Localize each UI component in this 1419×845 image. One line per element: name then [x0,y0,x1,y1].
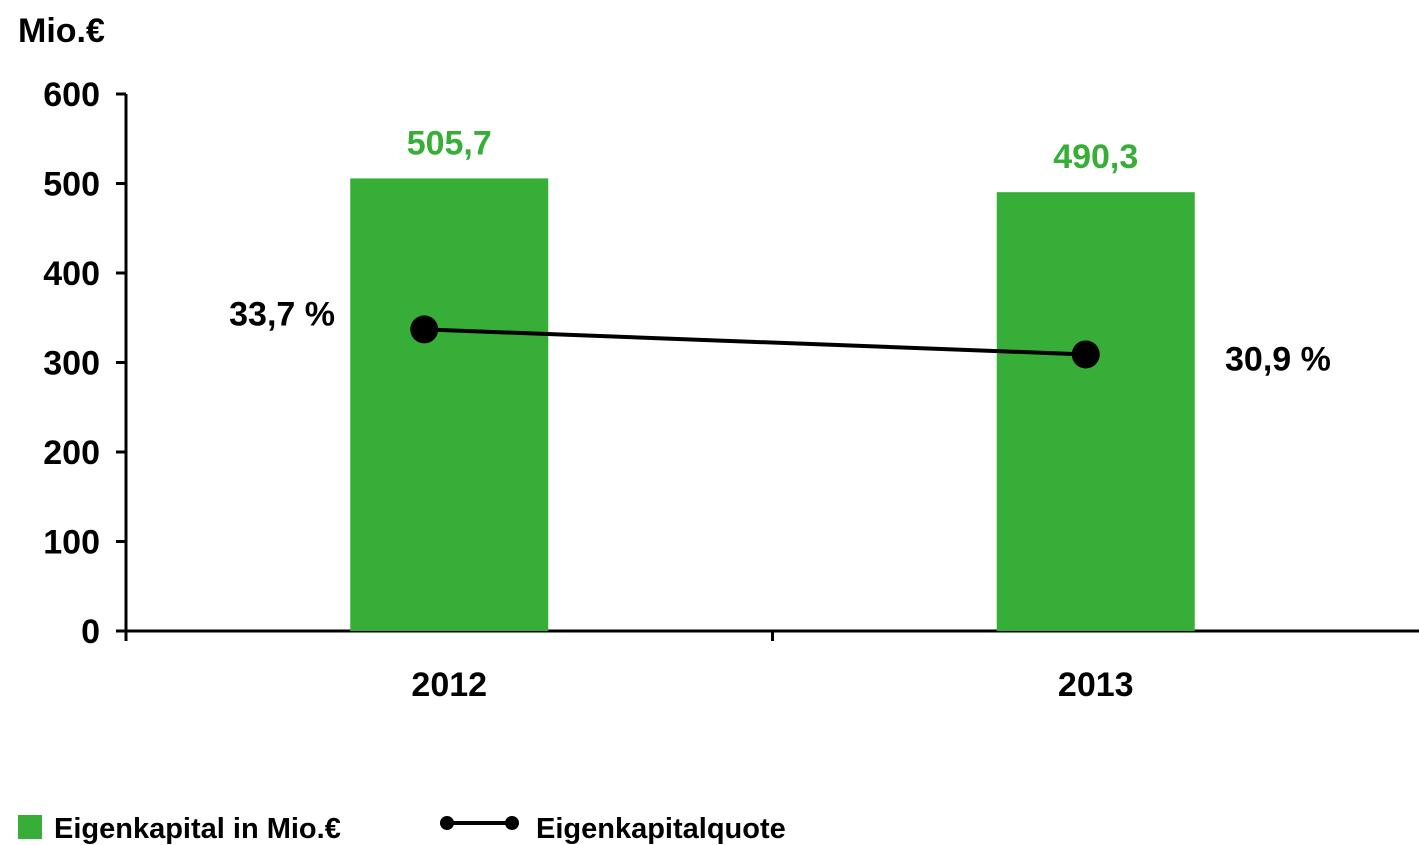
ratio-data-label: 30,9 % [1225,340,1331,378]
y-unit-label: Mio.€ [18,12,105,50]
legend-marker [505,816,519,830]
bars: 505,7 490,3 [350,124,1195,631]
bar-2013 [996,192,1195,631]
x-tick-label: 2012 [411,666,487,704]
y-tick-label: 0 [81,613,100,651]
ratio-point-2012 [410,315,439,344]
ratio-line-path [424,327,1086,357]
ratio-data-label: 33,7 % [229,295,335,333]
y-tick-label: 100 [43,524,100,562]
y-tick-label: 400 [43,255,100,293]
legend-label-bar: Eigenkapital in Mio.€ [54,813,341,845]
y-tick-label: 500 [43,166,100,204]
y-tick-label: 300 [43,345,100,383]
y-tick-label: 600 [43,76,100,114]
x-tick-label: 2013 [1058,666,1134,704]
bar-2012 [350,178,549,631]
axes: 0 100 200 300 400 500 600 2012 2013 [43,76,1419,704]
bar-data-label: 490,3 [1053,138,1138,176]
legend-swatch-bar [18,815,42,839]
ratio-line: 33,7 % 30,9 % [229,295,1331,378]
legend-marker [440,816,454,830]
ratio-point-2013 [1071,340,1100,369]
y-tick-label: 200 [43,434,100,472]
legend-label-line: Eigenkapitalquote [536,813,786,845]
legend: Eigenkapital in Mio.€ Eigenkapitalquote [18,813,786,845]
bar-data-label: 505,7 [407,124,492,162]
